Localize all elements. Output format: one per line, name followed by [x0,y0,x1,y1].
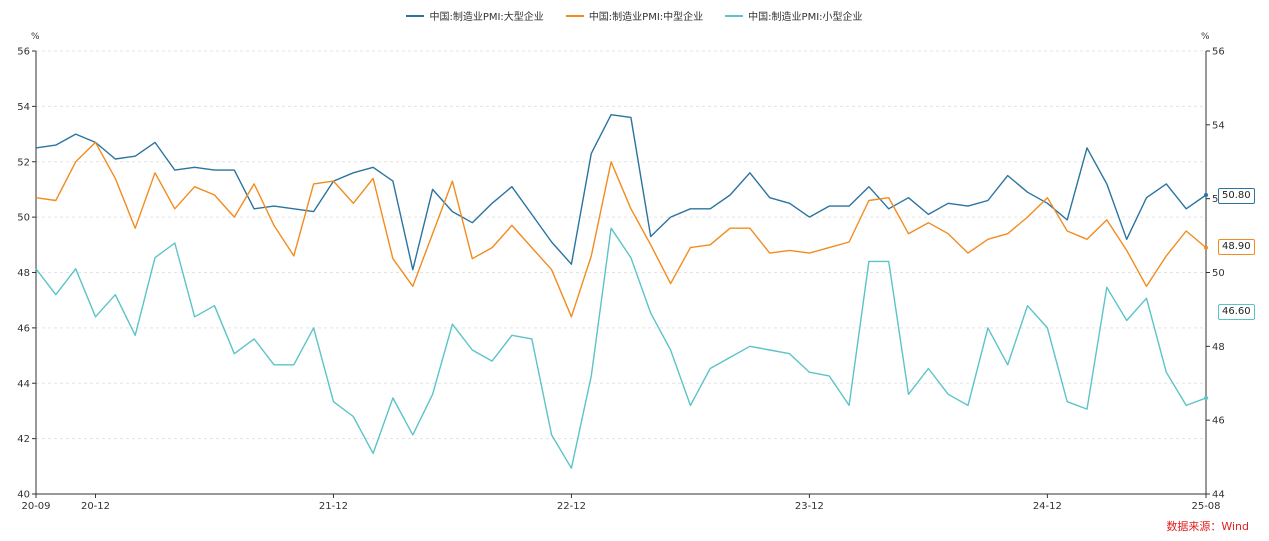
legend-label-medium: 中国:制造业PMI:中型企业 [588,12,704,23]
left-axis-tick-label: 44 [17,379,30,390]
left-axis-unit: % [31,32,40,42]
legend-swatch-small [725,14,744,17]
series-end-point-medium [1204,245,1208,250]
legend-label-large: 中国:制造业PMI:大型企业 [429,12,544,23]
legend-item-small[interactable]: 中国:制造业PMI:小型企业 [725,8,863,23]
chart-legend: 中国:制造业PMI:大型企业 中国:制造业PMI:中型企业 中国:制造业PMI:… [0,8,1269,23]
series-line-medium [35,141,1207,318]
left-axis-tick-label: 48 [17,268,30,279]
series-end-point-small [1204,396,1208,401]
legend-label-small: 中国:制造业PMI:小型企业 [748,12,863,23]
legend-item-medium[interactable]: 中国:制造业PMI:中型企业 [565,8,704,23]
legend-swatch-medium [565,14,584,17]
right-axis-unit: % [1201,32,1210,42]
x-axis-tick-label: 20-09 [21,501,50,512]
x-axis-tick-label: 24-12 [1033,501,1062,512]
x-axis-tick-label: 22-12 [557,501,586,512]
end-value-large: 50.80 [1218,188,1255,204]
left-axis-tick-label: 46 [17,323,30,334]
right-axis-tick-label: 56 [1212,47,1225,58]
x-axis-tick-label: 23-12 [795,501,824,512]
data-source: 数据来源：Wind [1166,520,1249,533]
left-axis-tick-label: 56 [17,47,30,58]
left-axis-tick-label: 50 [17,213,30,224]
right-axis-tick-label: 44 [1212,490,1225,501]
left-axis-tick-label: 40 [17,490,30,501]
series-line-large [35,113,1207,271]
x-axis-tick-label: 25-08 [1191,501,1220,512]
right-axis-tick-label: 50 [1212,268,1225,279]
series-end-point-large [1204,192,1208,197]
right-axis-tick-label: 46 [1212,416,1225,427]
x-axis-tick-label: 21-12 [319,501,348,512]
right-axis-tick-label: 54 [1212,120,1225,131]
series-line-small [35,227,1207,469]
left-axis-tick-label: 42 [17,434,30,445]
left-axis-tick-label: 54 [17,102,30,113]
right-axis-tick-label: 48 [1212,342,1225,353]
legend-item-large[interactable]: 中国:制造业PMI:大型企业 [406,8,544,23]
x-axis-tick-label: 20-12 [81,501,110,512]
left-axis-tick-label: 52 [17,157,30,168]
legend-swatch-large [406,14,425,17]
end-value-small: 46.60 [1218,304,1255,320]
end-value-medium: 48.90 [1218,239,1255,255]
